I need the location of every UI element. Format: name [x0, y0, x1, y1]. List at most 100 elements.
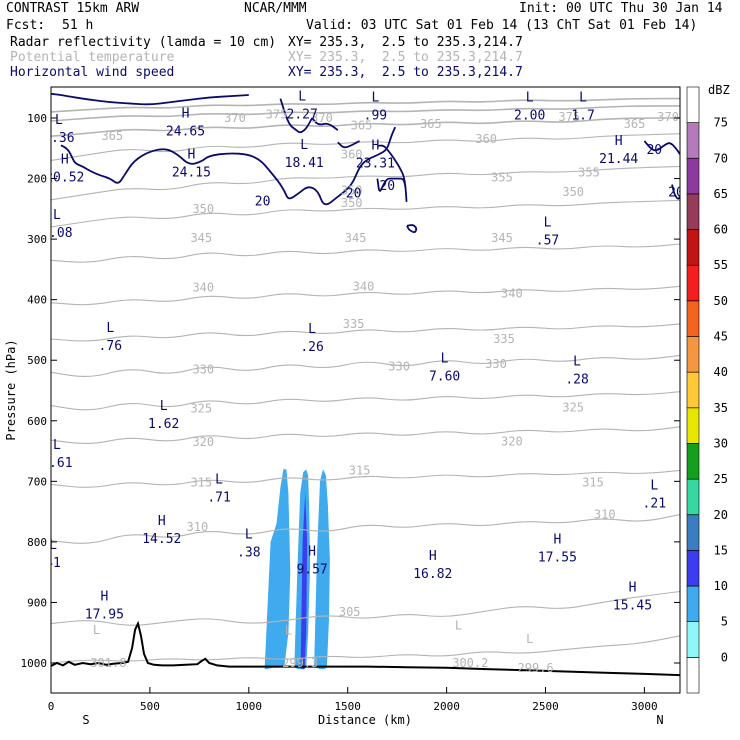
theta-label: 320	[192, 435, 214, 449]
wind-contour-20-10	[671, 184, 680, 200]
colorbar-tick-label: 10	[714, 579, 728, 593]
theta-label: 325	[562, 401, 584, 415]
wind-extremum-marker: L	[308, 322, 316, 337]
theta-label: 355	[491, 170, 513, 184]
colorbar-swatch	[686, 478, 700, 516]
wind-extremum-marker: L	[245, 528, 253, 543]
wind-contour-20-1	[51, 92, 249, 106]
theta-label: 350	[562, 185, 584, 199]
wind-extremum-marker: L	[441, 352, 449, 367]
plot-frame	[50, 86, 681, 694]
x-tick-label: 2500	[532, 700, 559, 713]
wind-extremum-marker: L	[650, 479, 658, 494]
wind-contour-20-2	[123, 126, 397, 206]
wind-extremum-marker: H	[100, 590, 108, 605]
colorbar-tick-label: 30	[714, 437, 728, 451]
theta-label: 320	[501, 434, 523, 448]
theta-label: 345	[190, 231, 212, 245]
theta-label: 360	[341, 147, 363, 161]
init-time: Init: 00 UTC Thu 30 Jan 14	[519, 1, 723, 16]
wind-extremum-value: 17.95	[85, 608, 124, 623]
wind-extremum-value: .26	[300, 340, 323, 355]
theta-label: 350	[341, 184, 363, 198]
fcst-value: 51 h	[62, 18, 94, 33]
wind-extremum-marker: H	[553, 533, 561, 548]
wind-contour-20-7	[376, 144, 408, 203]
wind-extremum-value: .28	[565, 373, 588, 388]
colorbar-tick-label: 50	[714, 294, 728, 308]
wind-extremum-marker: H	[158, 514, 166, 529]
wind-contour-label: 20	[255, 195, 271, 210]
theta-isentrope-375	[51, 97, 680, 113]
wind-extremum-marker: L	[53, 438, 61, 453]
theta-label: 350	[341, 196, 363, 210]
theta-isentrope-355	[51, 165, 680, 201]
wind-extremum-value: 23.31	[356, 156, 395, 171]
theta-label: 365	[420, 117, 442, 131]
theta-isentrope-345	[51, 243, 680, 263]
wind-extremum-marker: L	[215, 473, 223, 488]
wind-extremum-marker: L	[160, 399, 168, 414]
wind-contour-20-5	[311, 117, 339, 131]
wind-extremum-marker: L	[573, 355, 581, 370]
reflectivity-cell-1	[264, 469, 291, 670]
wind-extremum-marker: H	[182, 106, 190, 121]
wind-extremum-value: 21.44	[599, 152, 638, 167]
colorbar-swatch	[686, 443, 700, 480]
x-axis-label: Distance (km)	[318, 713, 412, 727]
wind-extremum-marker: H	[615, 134, 623, 149]
theta-label: 301.8	[90, 656, 126, 670]
theta-label: 360	[475, 132, 497, 146]
x-tick-label: 2000	[433, 700, 460, 713]
wind-contour-label: 20	[346, 187, 362, 202]
colorbar-tick-label: 60	[714, 223, 728, 237]
wind-contour-20-4	[279, 98, 313, 134]
wind-extremum-value: 1.36	[43, 131, 74, 146]
y-tick-label: 800	[27, 536, 47, 549]
theta-label: 375	[266, 107, 288, 121]
colorbar-swatch	[686, 122, 700, 159]
theta-isentrope-320	[51, 426, 680, 445]
reflectivity-layer	[264, 469, 330, 670]
wind-contour-20-8	[406, 224, 418, 234]
wind-extremum-marker: L	[55, 113, 63, 128]
wind-layer	[51, 92, 680, 234]
theta-label: 310	[594, 508, 616, 522]
colorbar-tick-label: 70	[714, 151, 728, 165]
wind-extremum-marker: L	[544, 215, 552, 230]
wind-extremum-marker: H	[371, 138, 379, 153]
theta-extremum-marker: L	[285, 623, 292, 637]
wind-extremum-value: 14.52	[142, 532, 181, 547]
theta-label: 330	[192, 362, 214, 376]
theta-label: 340	[353, 279, 375, 293]
wind-extremum-marker: L	[300, 138, 308, 153]
axes-layer: 0 500 1000 1500 2000 2500 3000 100 200 300 400 500 6…	[21, 112, 680, 713]
wind-extremum-value: 24.65	[166, 124, 205, 139]
x-tick-label: 1000	[236, 700, 263, 713]
wind-extremum-value: 7.60	[429, 370, 460, 385]
wind-extremum-value: 1.08	[41, 226, 72, 241]
colorbar-tick-label: 15	[714, 543, 728, 557]
wind-contour-label: 20	[668, 186, 684, 201]
wind-extremum-value: .38	[237, 546, 260, 561]
dbz-colorbar: 0 5 10 15 20 25 30 35 40 45 50 55 60 65 70 75	[686, 86, 728, 694]
colorbar-swatch	[686, 300, 700, 337]
theta-label: 330	[485, 357, 507, 371]
theta-label: 315	[349, 463, 371, 477]
wind-extremum-marker: H	[629, 580, 637, 595]
theta-isentrope-335	[51, 323, 680, 342]
colorbar-tick-label: 5	[721, 615, 728, 629]
theta-isentrope-310	[51, 514, 680, 544]
wind-contour-label: 20	[646, 143, 662, 158]
colorbar-tick-label: 40	[714, 365, 728, 379]
y-tick-label: 200	[27, 173, 47, 186]
wind-extremum-value: .76	[99, 339, 122, 354]
theta-label: 300.2	[452, 656, 488, 670]
field-reflectivity-name: Radar reflectivity (lamda = 10 cm)	[10, 35, 277, 50]
wind-extremum-value: 9.57	[296, 563, 327, 578]
theta-layer	[51, 97, 680, 664]
x-tick-label: 3000	[631, 700, 658, 713]
y-tick-label: 100	[27, 112, 47, 125]
theta-label: 335	[493, 332, 515, 346]
